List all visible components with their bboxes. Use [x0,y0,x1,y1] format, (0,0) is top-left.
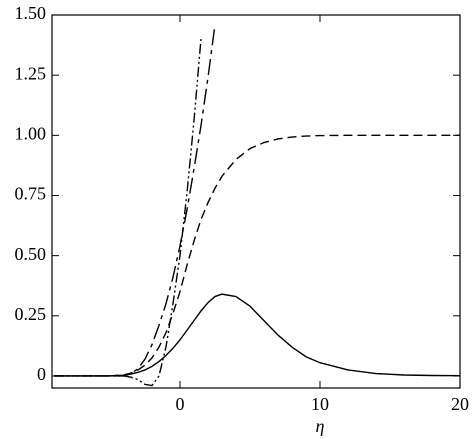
y-tick-label: 0.50 [15,244,47,264]
y-tick-label: 0.75 [15,184,47,204]
y-tick-label: 1.25 [15,63,47,83]
x-tick-label: 0 [175,394,184,414]
x-tick-label: 20 [451,394,469,414]
y-tick-label: 1.00 [15,123,47,143]
y-tick-label: 0 [37,364,46,384]
x-tick-label: 10 [311,394,329,414]
line-series [53,134,460,377]
x-axis-label: η [316,416,325,436]
line-series [53,24,216,377]
y-tick-label: 0.25 [15,304,47,324]
y-tick-label: 1.50 [15,3,47,23]
line-series [53,293,461,377]
line-series [53,39,202,387]
plot-frame [51,14,461,389]
